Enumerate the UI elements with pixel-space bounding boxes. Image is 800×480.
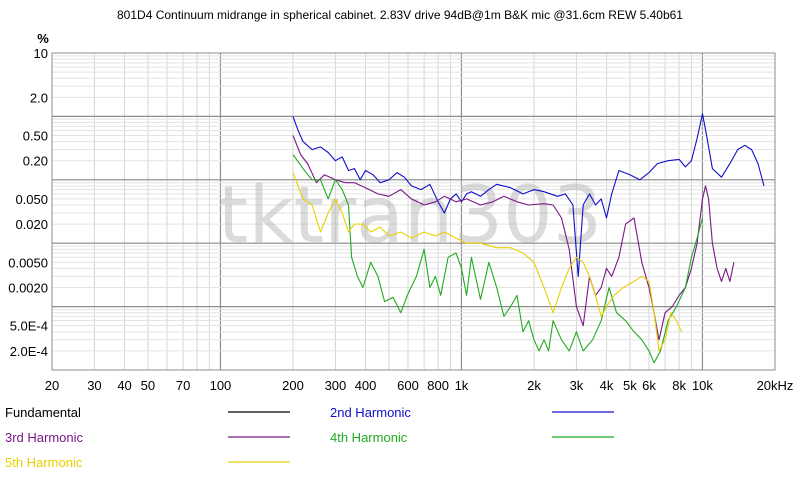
x-tick-label: 10k — [692, 378, 713, 393]
plot-frame — [51, 52, 776, 371]
y-tick-label: 2.0E-4 — [10, 344, 48, 359]
x-tick-label: 40 — [117, 378, 131, 393]
series-line-5th-harmonic — [292, 172, 683, 352]
x-tick-label: 30 — [87, 378, 101, 393]
y-tick-label: 5.0E-4 — [10, 319, 48, 334]
series-line-4th-harmonic — [292, 154, 704, 364]
legend: Fundamental 2nd Harmonic 3rd Harmonic 4th H… — [5, 405, 614, 470]
legend-label-fundamental: Fundamental — [5, 405, 81, 420]
x-tick-label: 8k — [672, 378, 686, 393]
x-tick-label: 300 — [325, 378, 347, 393]
x-tick-label: 4k — [600, 378, 614, 393]
x-tick-label: 2k — [527, 378, 541, 393]
x-tick-label: 6k — [642, 378, 656, 393]
x-tick-label: 1k — [455, 378, 469, 393]
y-tick-label: 0.020 — [15, 217, 48, 232]
x-tick-label: 800 — [427, 378, 449, 393]
plot-area: tktran303 20 30 40 50 70 100 200 300 400 600 800 1k 2… — [8, 46, 793, 393]
watermark-text: tktran303 — [218, 171, 603, 261]
x-tick-label: 100 — [210, 378, 232, 393]
y-tick-label: 0.50 — [23, 128, 48, 143]
chart-title: 801D4 Continuum midrange in spherical ca… — [117, 8, 683, 22]
x-tick-label: 70 — [176, 378, 190, 393]
legend-label-2nd-harmonic: 2nd Harmonic — [330, 405, 411, 420]
y-tick-label: 10 — [34, 46, 48, 61]
x-tick-label: 200 — [282, 378, 304, 393]
y-tick-label: 2.0 — [30, 90, 48, 105]
x-tick-label: 20 — [45, 378, 59, 393]
legend-label-5th-harmonic: 5th Harmonic — [5, 455, 83, 470]
series-line-2nd-harmonic — [292, 113, 765, 277]
y-tick-label: 0.20 — [23, 154, 48, 169]
y-tick-label: 0.0050 — [8, 255, 48, 270]
legend-label-3rd-harmonic: 3rd Harmonic — [5, 430, 84, 445]
x-tick-label: 400 — [355, 378, 377, 393]
y-axis-label: % — [37, 31, 49, 46]
x-tick-label: 20kHz — [757, 378, 794, 393]
x-tick-label: 50 — [141, 378, 155, 393]
x-tick-label: 3k — [570, 378, 584, 393]
legend-label-4th-harmonic: 4th Harmonic — [330, 430, 408, 445]
series-line-3rd-harmonic — [292, 135, 735, 341]
x-tick-label: 5k — [623, 378, 637, 393]
x-tick-label: 600 — [397, 378, 419, 393]
y-tick-label: 0.050 — [15, 192, 48, 207]
y-tick-label: 0.0020 — [8, 281, 48, 296]
